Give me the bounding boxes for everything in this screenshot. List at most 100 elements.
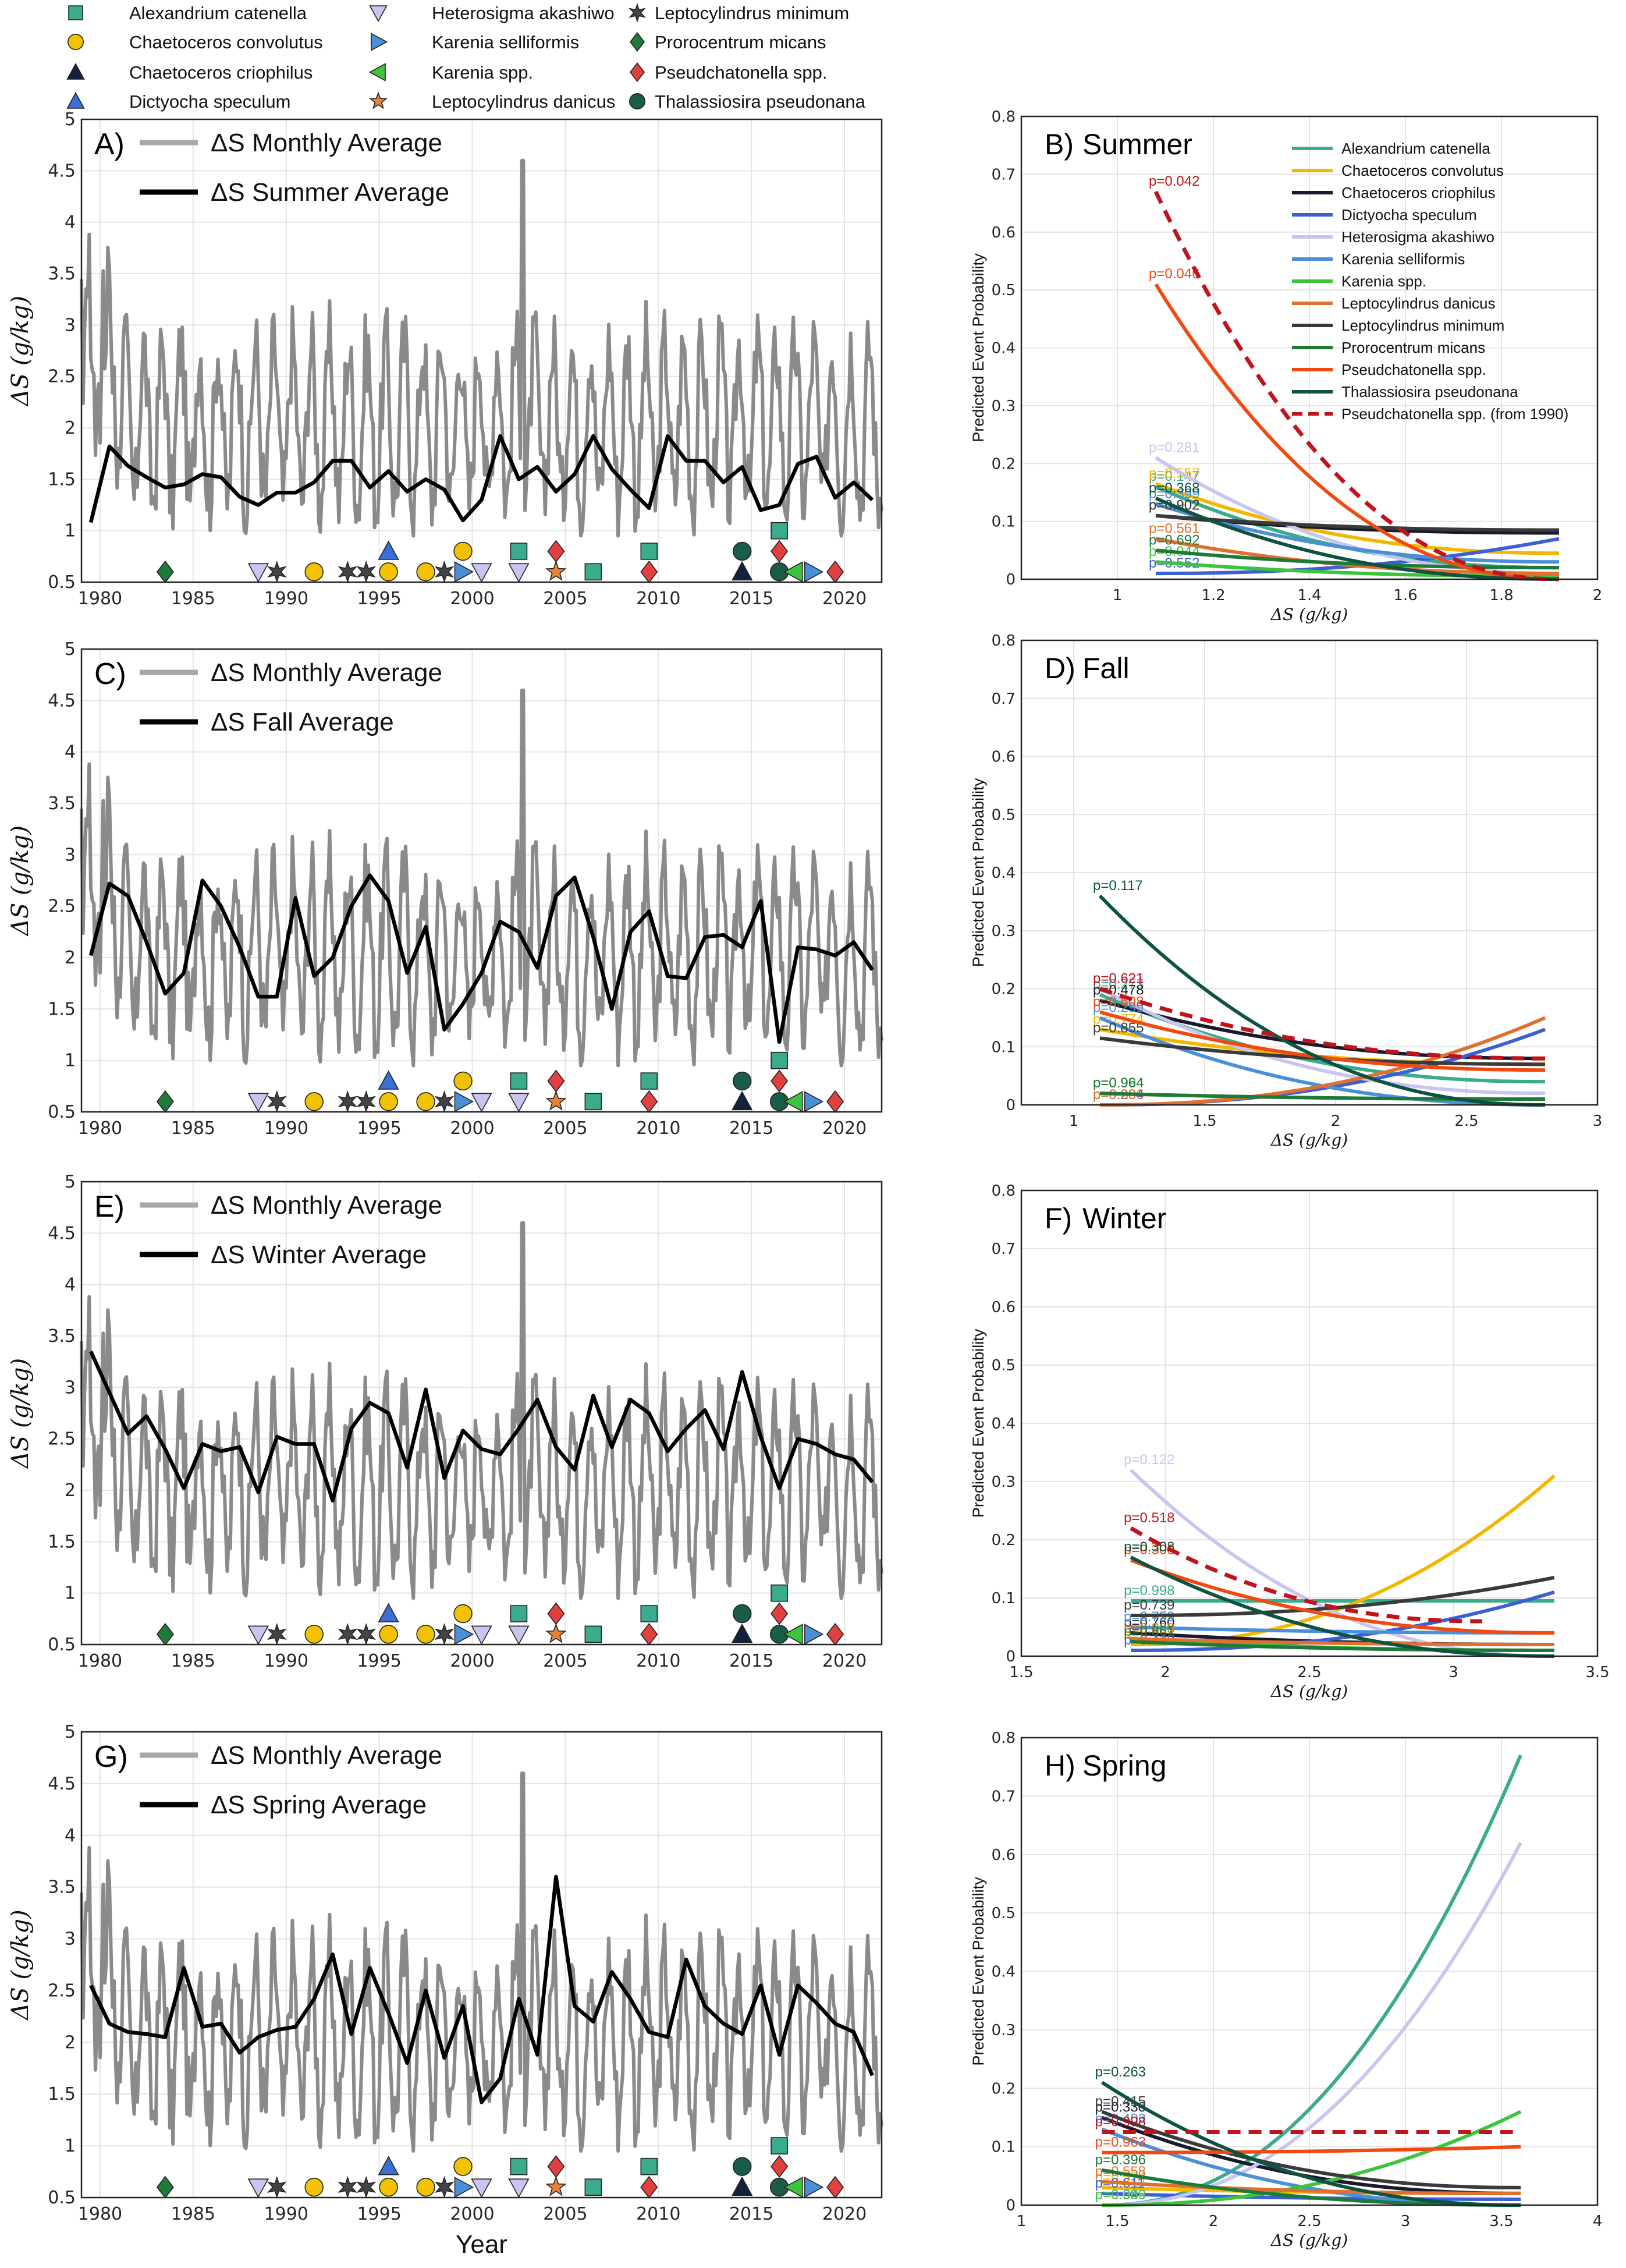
- x-tick-label: 1.5: [1105, 2213, 1129, 2230]
- x-tick-label: 3: [1593, 1112, 1603, 1130]
- curve-leptocylindrus-minimum: [1101, 2110, 1521, 2189]
- leptocylindrus-minimum-event-marker: [434, 1090, 455, 1113]
- y-tick-label: 0.4: [992, 1415, 1016, 1433]
- alexandrium-catenella-event-marker: [584, 2178, 602, 2196]
- legend-label-chaetoceros-criophilus: Chaetoceros criophilus: [1341, 184, 1495, 201]
- y-tick-label: 0.5: [48, 1102, 76, 1122]
- curve-leptocylindrus-minimum: [1155, 513, 1559, 532]
- heterosigma-akashiwo-event-marker: [471, 1093, 492, 1112]
- p-value-label: p=0.998: [1095, 2114, 1146, 2130]
- leptocylindrus-danicus-marker-icon: [369, 91, 388, 109]
- x-tick-label: 2015: [729, 2204, 773, 2224]
- y-tick-label: 4: [65, 742, 76, 763]
- heterosigma-akashiwo-event-marker: [247, 1093, 269, 1112]
- monthly-average-line: [80, 688, 883, 1068]
- y-tick-label: 5: [65, 639, 76, 660]
- axes-box: [80, 1181, 883, 1646]
- x-tick-label: 1.4: [1297, 587, 1321, 604]
- seasonal-average-line: [88, 873, 874, 1044]
- p-value-label: p=0.685: [1124, 1621, 1174, 1636]
- alexandrium-catenella-event-marker: [584, 563, 602, 581]
- y-tick-label: 1.5: [48, 469, 76, 490]
- y-tick-label: 0.1: [992, 513, 1016, 531]
- heterosigma-akashiwo-event-marker: [508, 563, 530, 583]
- prorocentrum-micans-event-marker: [156, 1622, 174, 1646]
- heterosigma-akashiwo-event-marker: [508, 1625, 530, 1645]
- p-value-label: p=0.117: [1093, 878, 1143, 894]
- x-tick-label: 4: [1593, 2213, 1603, 2230]
- curve-pseudchatonella-spp-from-1990: [1153, 190, 1560, 582]
- y-axis-label: Predicted Event Probability: [970, 253, 987, 442]
- x-tick-label: 1995: [357, 2204, 401, 2224]
- chaetoceros-convolutus-event-marker: [304, 1092, 324, 1111]
- axes-box: [1020, 115, 1599, 580]
- leptocylindrus-minimum-event-marker: [434, 2175, 455, 2199]
- chaetoceros-convolutus-event-marker: [379, 2178, 398, 2197]
- panel-letter: D): [1045, 652, 1075, 685]
- chaetoceros-convolutus-event-marker: [453, 1604, 473, 1624]
- y-tick-label: 3: [65, 315, 76, 335]
- legend-label-heterosigma-akashiwo: Heterosigma akashiwo: [1341, 228, 1494, 246]
- x-tick-label: 2000: [450, 2204, 494, 2224]
- curve-heterosigma-akashiwo: [1102, 1842, 1522, 2207]
- x-tick-label: 2.5: [1297, 1664, 1321, 1681]
- y-axis-label: Predicted Event Probability: [970, 778, 987, 967]
- curve-pseudchatonella-spp-from-1990: [1099, 987, 1545, 1061]
- y-tick-label: 0.1: [992, 1039, 1016, 1056]
- pseudchatonella-spp-event-marker: [826, 1090, 844, 1113]
- seasonal-average-line: [89, 1874, 874, 2104]
- pseudchatonella-spp-event-marker: [826, 1622, 844, 1646]
- y-tick-label: 5: [65, 109, 76, 130]
- legend-label-thalassiosira-pseudonana: Thalassiosira pseudonana: [1341, 383, 1518, 401]
- leptocylindrus-minimum-event-marker: [338, 560, 358, 583]
- y-tick-label: 0.6: [992, 749, 1016, 766]
- heterosigma-akashiwo-event-marker: [471, 563, 492, 583]
- x-tick-label: 2020: [822, 1651, 867, 1671]
- leptocylindrus-minimum-event-marker: [356, 1622, 377, 1646]
- p-value-label: p=0.308: [1124, 1539, 1174, 1555]
- leptocylindrus-minimum-event-marker: [338, 2175, 358, 2199]
- karenia-selliformis-event-marker: [804, 1624, 824, 1645]
- y-tick-label: 2.5: [48, 896, 76, 917]
- x-tick-label: 1985: [171, 2204, 215, 2224]
- x-tick-label: 1: [1017, 2213, 1027, 2230]
- p-value-label: p=0.692: [1149, 532, 1199, 548]
- chaetoceros-convolutus-event-marker: [379, 562, 398, 582]
- p-value-label: p=0.383: [1093, 971, 1144, 987]
- heterosigma-akashiwo-event-marker: [471, 1625, 492, 1645]
- y-tick-label: 0.2: [992, 981, 1016, 998]
- monthly-average-line: [80, 1771, 883, 2153]
- y-tick-label: 0.5: [992, 1905, 1016, 1922]
- x-tick-label: 2: [1331, 1112, 1341, 1130]
- karenia-spp-event-marker: [783, 2177, 803, 2198]
- y-tick-label: 0.5: [48, 2188, 76, 2208]
- curve-pseudchatonella-spp-from-1990: [1130, 1526, 1482, 1624]
- y-tick-label: 4.5: [48, 690, 76, 711]
- curve-pseudchatonella-spp: [1154, 283, 1560, 581]
- pseudchatonella-spp-event-marker: [547, 1069, 565, 1093]
- curve-prorocentrum-micans: [1099, 1092, 1545, 1101]
- legend-season-label: ΔS Spring Average: [211, 1791, 427, 1819]
- x-tick-label: 1990: [264, 2204, 308, 2224]
- y-tick-label: 0.8: [992, 1182, 1016, 1200]
- axes-box: [1020, 1737, 1599, 2206]
- p-value-label: p=0.861: [1124, 1624, 1174, 1639]
- leptocylindrus-minimum-event-marker: [356, 1090, 377, 1113]
- p-value-label: p=0.300: [1124, 1542, 1174, 1558]
- y-tick-label: 2.5: [48, 367, 76, 387]
- x-tick-label: 1985: [171, 589, 215, 609]
- leptocylindrus-minimum-marker-icon: [629, 3, 646, 23]
- x-tick-label: 3: [1449, 1664, 1458, 1681]
- prorocentrum-micans-event-marker: [156, 2175, 174, 2199]
- chaetoceros-convolutus-event-marker: [304, 562, 324, 582]
- chaetoceros-criophilus-event-marker: [732, 2176, 753, 2196]
- y-tick-label: 5: [65, 1172, 76, 1192]
- x-axis-label: ΔS (g/kg): [1270, 1682, 1348, 1701]
- p-value-label: p=0.368: [1149, 480, 1199, 496]
- x-tick-label: 1990: [264, 589, 308, 609]
- legend-monthly-label: ΔS Monthly Average: [211, 1741, 442, 1770]
- dictyocha-speculum-event-marker: [378, 540, 399, 560]
- y-tick-label: 0.8: [992, 632, 1016, 650]
- chaetoceros-convolutus-marker-icon: [68, 33, 84, 50]
- p-value-label: p=0.608: [1093, 994, 1144, 1009]
